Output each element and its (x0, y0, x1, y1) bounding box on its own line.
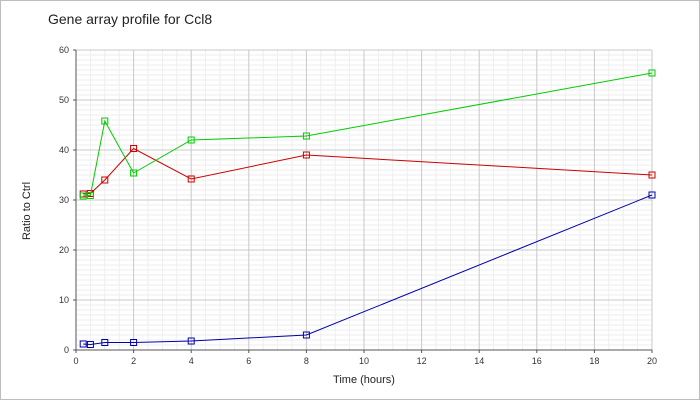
y-tick-label: 10 (59, 295, 69, 305)
series-2-point (130, 169, 138, 177)
series-1-point (187, 175, 195, 183)
series-1-point (101, 176, 109, 184)
y-tick-label: 0 (64, 345, 69, 355)
x-tick-label: 4 (189, 356, 194, 366)
series-2-point (86, 192, 94, 199)
y-tick-label: 20 (59, 245, 69, 255)
y-tick-label: 40 (59, 145, 69, 155)
series-3-point (130, 339, 138, 346)
series-1-point (648, 171, 656, 179)
series-2-point (302, 132, 310, 140)
series-line-2 (83, 72, 653, 197)
series-1-point (130, 145, 138, 152)
series-2-point (648, 69, 656, 77)
series-3-point (86, 341, 94, 348)
series-3-point (79, 340, 87, 348)
x-tick-label: 6 (246, 356, 251, 366)
x-tick-label: 8 (304, 356, 309, 366)
x-tick-label: 12 (417, 356, 427, 366)
x-tick-label: 20 (647, 356, 657, 366)
series-3-point (648, 191, 656, 199)
series-2-point (101, 117, 109, 125)
series-3-point (302, 331, 310, 339)
series-2-point (79, 192, 87, 200)
series-line-3 (83, 194, 653, 346)
x-tick-label: 2 (131, 356, 136, 366)
y-tick-label: 50 (59, 95, 69, 105)
x-tick-label: 14 (474, 356, 484, 366)
series-2-point (187, 136, 195, 144)
x-tick-label: 16 (532, 356, 542, 366)
y-tick-label: 30 (59, 195, 69, 205)
series-1-point (302, 151, 310, 159)
x-tick-label: 10 (359, 356, 369, 366)
x-tick-label: 0 (73, 356, 78, 366)
x-tick-label: 18 (589, 356, 599, 366)
y-axis-label: Ratio to Ctrl (21, 181, 33, 241)
series-3-point (187, 337, 195, 345)
series-3-point (101, 339, 109, 346)
x-axis-label: Time (hours) (333, 374, 395, 386)
chart-title: Gene array profile for Ccl8 (48, 11, 213, 27)
y-tick-label: 60 (59, 45, 69, 55)
